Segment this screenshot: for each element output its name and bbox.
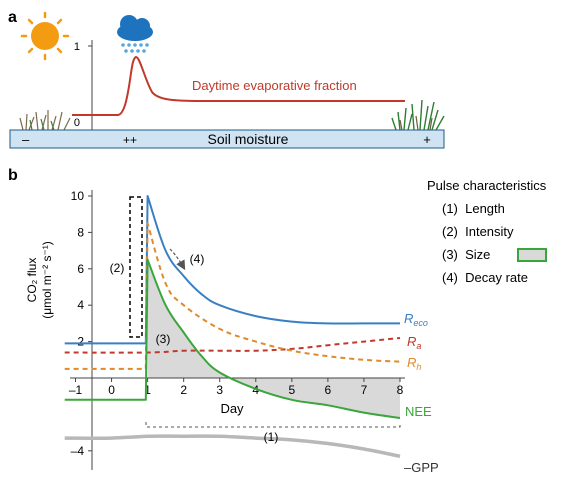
y-tick-label: 2 [77, 335, 84, 349]
panel-a-tick-0: 0 [74, 117, 80, 129]
x-tick-label: 6 [325, 383, 332, 397]
soil-moisture-minus: – [22, 132, 30, 147]
size-annotation: (3) [156, 332, 171, 346]
evaporative-fraction-label: Daytime evaporative fraction [192, 78, 357, 93]
decay-annotation: (4) [190, 252, 205, 266]
rain-cloud-icon [117, 15, 153, 53]
legend-item-size: (3) Size [442, 247, 490, 262]
x-tick-label: 2 [180, 383, 187, 397]
soil-moisture-plus: + [423, 132, 431, 147]
soil-moisture-bar [9, 129, 445, 149]
intensity-annotation: (2) [110, 261, 125, 275]
rh-label: Rh [407, 355, 421, 372]
legend-title: Pulse characteristics [427, 178, 547, 193]
panel-a-tick-1: 1 [74, 41, 80, 53]
x-tick-label: 0 [108, 383, 115, 397]
x-tick-label: –1 [69, 383, 83, 397]
legend-item-intensity: (2) Intensity [442, 224, 514, 239]
y-axis-title-line1: CO₂ flux [25, 258, 39, 303]
data-series [64, 195, 401, 459]
y-tick-label: 10 [71, 189, 85, 203]
x-tick-label: 7 [361, 383, 368, 397]
decay-arrow [169, 248, 186, 271]
x-tick-label: 1 [144, 383, 151, 397]
gpp-label: –GPP [404, 460, 439, 475]
nee-label: NEE [405, 404, 432, 419]
reco-line [64, 195, 400, 345]
evaporative-fraction-curve [72, 55, 405, 116]
rh-line [64, 222, 401, 370]
x-tick-label: 8 [397, 383, 404, 397]
x-axis-title: Day [220, 401, 244, 416]
gpp-line [64, 434, 401, 459]
length-annotation: (1) [264, 430, 279, 444]
reco-label: Reco [404, 311, 428, 328]
soil-moisture-plusplus: ++ [123, 133, 137, 147]
y-axis-title-line2: (μmol m⁻² s⁻¹) [40, 241, 54, 319]
legend-size-swatch [517, 248, 547, 262]
legend-item-decay: (4) Decay rate [442, 270, 528, 285]
length-bracket [145, 422, 401, 428]
sun-icon [20, 11, 70, 61]
y-tick-label: 4 [77, 298, 84, 312]
y-tick-label: –4 [71, 444, 85, 458]
x-tick-label: 3 [216, 383, 223, 397]
x-tick-label: 5 [288, 383, 295, 397]
y-tick-label: 8 [77, 225, 84, 239]
intensity-bracket [129, 196, 143, 338]
ra-line [64, 337, 401, 354]
y-tick-label: 6 [77, 262, 84, 276]
panel-a-label: a [8, 9, 17, 26]
plot-axes [70, 190, 405, 470]
grass-tuft-icon [391, 99, 445, 131]
ra-label: Ra [407, 334, 421, 351]
nee-line [64, 258, 401, 419]
panel-b-label: b [8, 167, 18, 184]
grass-tuft-icon [19, 110, 71, 131]
legend-item-length: (1) Length [442, 201, 505, 216]
soil-moisture-label: Soil moisture [208, 131, 289, 147]
